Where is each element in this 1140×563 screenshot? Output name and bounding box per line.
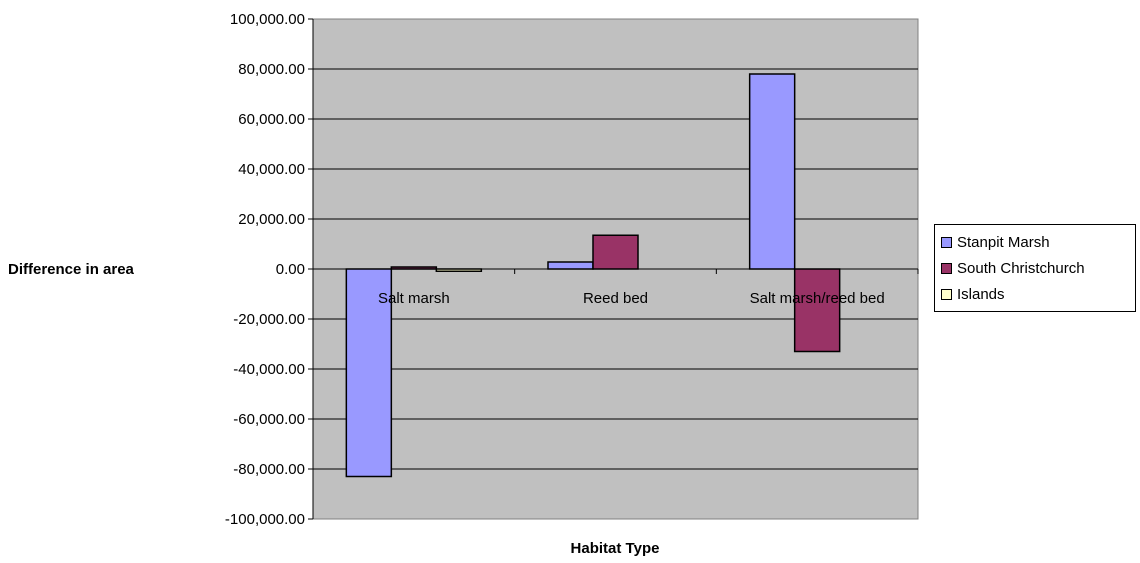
x-tick-label: Salt marsh/reed bed xyxy=(750,290,885,307)
y-tick-label: 40,000.00 xyxy=(238,161,305,178)
legend-label: South Christchurch xyxy=(957,259,1085,277)
y-tick-label: -100,000.00 xyxy=(225,511,305,528)
y-tick-label: 80,000.00 xyxy=(238,61,305,78)
y-tick-label: -20,000.00 xyxy=(233,311,305,328)
legend-item-stanpit-marsh: Stanpit Marsh xyxy=(941,229,1135,255)
legend-label: Stanpit Marsh xyxy=(957,233,1050,251)
y-tick-label: -80,000.00 xyxy=(233,461,305,478)
legend-label: Islands xyxy=(957,285,1005,303)
y-tick-label: 20,000.00 xyxy=(238,211,305,228)
y-tick-label: 100,000.00 xyxy=(230,11,305,28)
x-tick-label: Reed bed xyxy=(583,290,648,307)
legend-swatch-islands xyxy=(941,288,952,300)
legend: Stanpit Marsh South Christchurch Islands xyxy=(934,224,1136,312)
bar-south-christchurch-salt-marsh-reed-bed xyxy=(793,268,841,353)
x-axis-title: Habitat Type xyxy=(571,540,660,557)
bar-south-christchurch-reed-bed xyxy=(592,234,639,270)
y-axis-title: Difference in area xyxy=(8,261,135,278)
legend-swatch-south-christchurch xyxy=(941,262,952,274)
legend-swatch-stanpit-marsh xyxy=(941,236,952,248)
bar-stanpit-marsh-reed-bed xyxy=(547,261,594,270)
bar-stanpit-marsh-salt-marsh xyxy=(345,268,393,478)
y-tick-label: 60,000.00 xyxy=(238,111,305,128)
legend-item-islands: Islands xyxy=(941,281,1135,307)
y-tick-label: -40,000.00 xyxy=(233,361,305,378)
y-tick-label: -60,000.00 xyxy=(233,411,305,428)
x-tick-label: Salt marsh xyxy=(378,290,450,307)
legend-item-south-christchurch: South Christchurch xyxy=(941,255,1135,281)
bar-stanpit-marsh-salt-marsh-reed-bed xyxy=(748,73,796,270)
y-tick-label: 0.00 xyxy=(276,261,305,278)
